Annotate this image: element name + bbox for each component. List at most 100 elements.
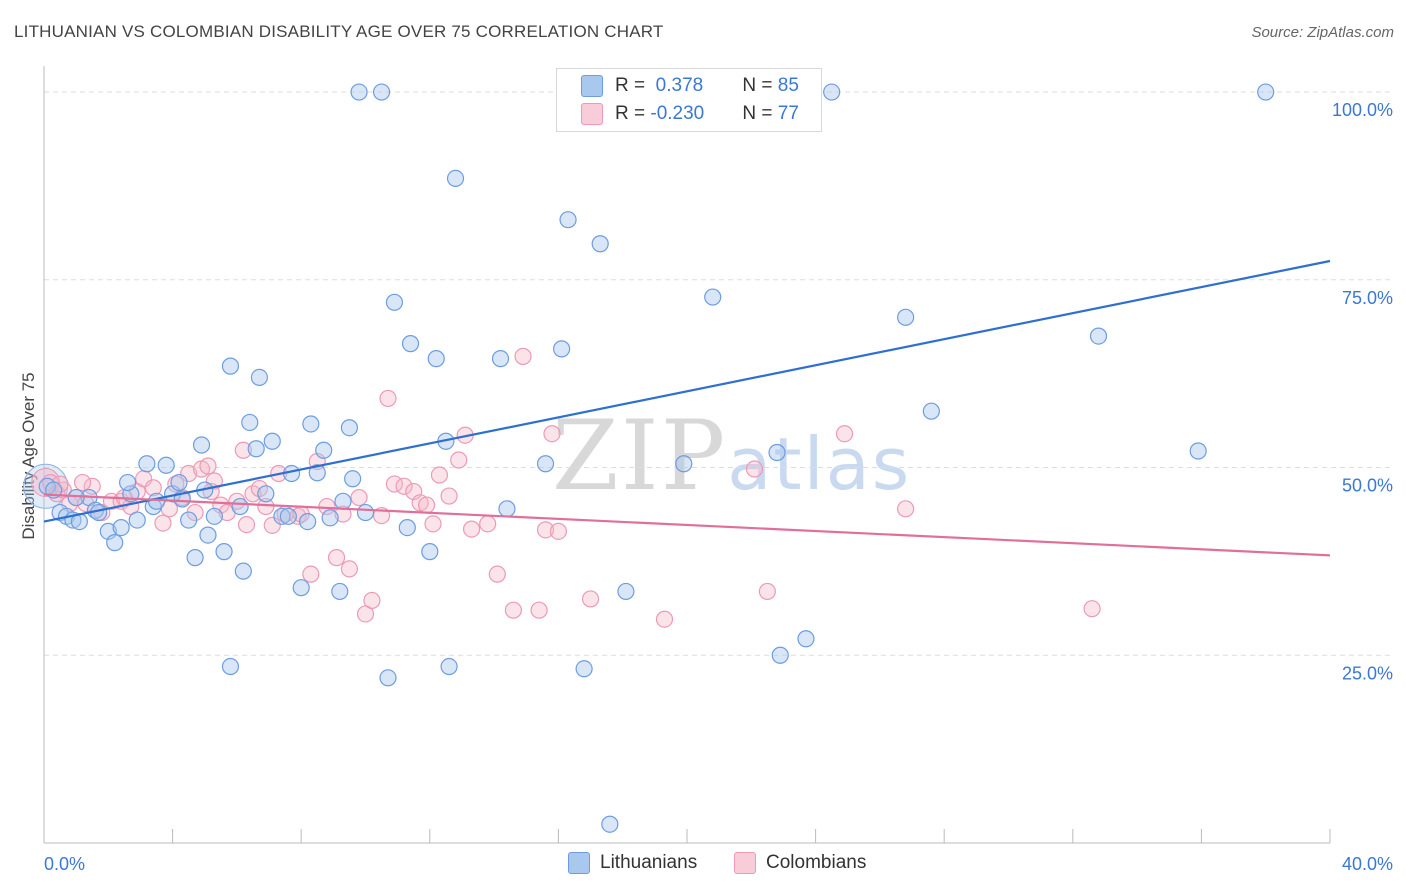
point-lithuanians <box>308 464 326 482</box>
point-lithuanians <box>401 335 420 353</box>
point-colombians <box>514 347 532 365</box>
point-lithuanians <box>215 543 233 561</box>
point-lithuanians <box>331 582 349 601</box>
x-tick-label: 40.0% <box>1342 854 1393 874</box>
point-colombians <box>234 441 252 459</box>
point-lithuanians <box>536 455 555 473</box>
point-lithuanians <box>112 518 130 537</box>
point-lithuanians <box>170 473 188 492</box>
point-colombians <box>51 475 69 493</box>
bottom-legend-lithuanians: Lithuanians <box>568 852 697 874</box>
point-lithuanians <box>559 211 577 229</box>
point-colombians <box>758 582 776 601</box>
point-lithuanians <box>292 579 310 597</box>
legend-r-value: -0.230 <box>650 103 705 124</box>
point-colombians <box>424 515 442 533</box>
point-colombians <box>237 515 256 534</box>
point-lithuanians <box>897 308 915 326</box>
point-lithuanians <box>247 440 265 458</box>
correlation-legend: R = 0.378 N = 85 R = -0.230 N = 77 <box>556 68 822 132</box>
point-lithuanians <box>128 511 146 529</box>
point-lithuanians <box>157 456 175 474</box>
point-colombians <box>1083 600 1101 618</box>
point-colombians <box>73 473 92 492</box>
point-lithuanians <box>321 509 339 527</box>
point-lithuanians <box>1257 83 1275 101</box>
point-colombians <box>411 494 429 512</box>
point-lithuanians <box>340 419 359 437</box>
point-colombians <box>228 492 246 510</box>
point-colombians <box>440 487 458 505</box>
y-tick-label: 25.0% <box>1342 663 1393 683</box>
point-lithuanians <box>221 657 240 676</box>
point-lithuanians <box>67 488 85 507</box>
watermark-atlas: atlas <box>727 422 912 506</box>
point-lithuanians <box>491 350 510 368</box>
point-colombians <box>581 590 600 608</box>
point-lithuanians <box>356 503 375 522</box>
point-colombians <box>462 520 481 538</box>
y-tick-label: 100.0% <box>1332 100 1393 120</box>
point-lithuanians <box>257 485 275 503</box>
point-lithuanians <box>221 357 240 375</box>
point-lithuanians <box>675 455 693 473</box>
point-lithuanians <box>334 492 352 510</box>
point-colombians <box>154 514 172 532</box>
point-colombians <box>327 549 346 567</box>
point-colombians <box>543 425 561 443</box>
point-lithuanians <box>186 549 204 567</box>
legend-r-label: R = <box>615 75 651 96</box>
point-colombians <box>340 560 359 578</box>
point-lithuanians <box>118 473 137 492</box>
y-axis-label: Disability Age Over 75 <box>19 372 38 539</box>
trendline-colombians <box>43 493 1331 557</box>
y-tick-label: 75.0% <box>1342 288 1393 308</box>
point-lithuanians <box>205 507 223 525</box>
point-lithuanians <box>344 470 362 488</box>
point-lithuanians <box>421 543 439 561</box>
point-lithuanians <box>379 669 397 687</box>
point-lithuanians <box>768 443 786 462</box>
point-lithuanians <box>273 507 291 525</box>
point-lithuanians <box>250 368 269 387</box>
point-colombians <box>897 500 915 518</box>
legend-row-lithuanians: R = 0.378 N = 85 <box>581 73 799 99</box>
point-colombians <box>199 457 217 475</box>
point-colombians <box>549 522 568 540</box>
chart-title: LITHUANIAN VS COLOMBIAN DISABILITY AGE O… <box>14 22 664 41</box>
point-lithuanians <box>575 660 593 678</box>
point-colombians <box>144 479 162 497</box>
legend-n-value: 77 <box>777 103 799 124</box>
point-lithuanians <box>199 526 217 544</box>
y-tick-label: 50.0% <box>1342 476 1393 496</box>
point-lithuanians <box>823 83 841 101</box>
point-colombians <box>655 610 674 628</box>
point-lithuanians <box>315 441 333 459</box>
point-colombians <box>479 515 497 533</box>
bottom-legend-colombians: Colombians <box>734 852 866 874</box>
point-lithuanians <box>427 350 445 368</box>
legend-swatch-lithuanians <box>581 75 603 97</box>
point-colombians <box>417 496 436 514</box>
point-lithuanians <box>180 511 198 529</box>
chart-source: Source: ZipAtlas.com <box>1251 24 1394 41</box>
point-lithuanians <box>922 402 940 420</box>
point-colombians <box>504 601 522 619</box>
point-lithuanians <box>106 534 124 552</box>
watermark: ZIPatlas <box>552 400 911 512</box>
legend-row-colombians: R = -0.230 N = 77 <box>581 101 799 127</box>
point-colombians <box>450 451 468 469</box>
point-lithuanians <box>446 169 465 187</box>
point-lithuanians <box>263 432 281 450</box>
x-tick-label: 0.0% <box>44 854 85 874</box>
bottom-legend-label-lithuanians: Lithuanians <box>600 852 698 873</box>
point-lithuanians <box>601 815 619 833</box>
point-lithuanians <box>1089 327 1108 345</box>
point-colombians <box>745 460 764 478</box>
legend-n-value: 85 <box>777 75 799 96</box>
legend-swatch-colombians <box>581 103 603 125</box>
point-colombians <box>363 591 381 610</box>
point-lithuanians <box>797 630 815 648</box>
point-colombians <box>395 477 413 495</box>
